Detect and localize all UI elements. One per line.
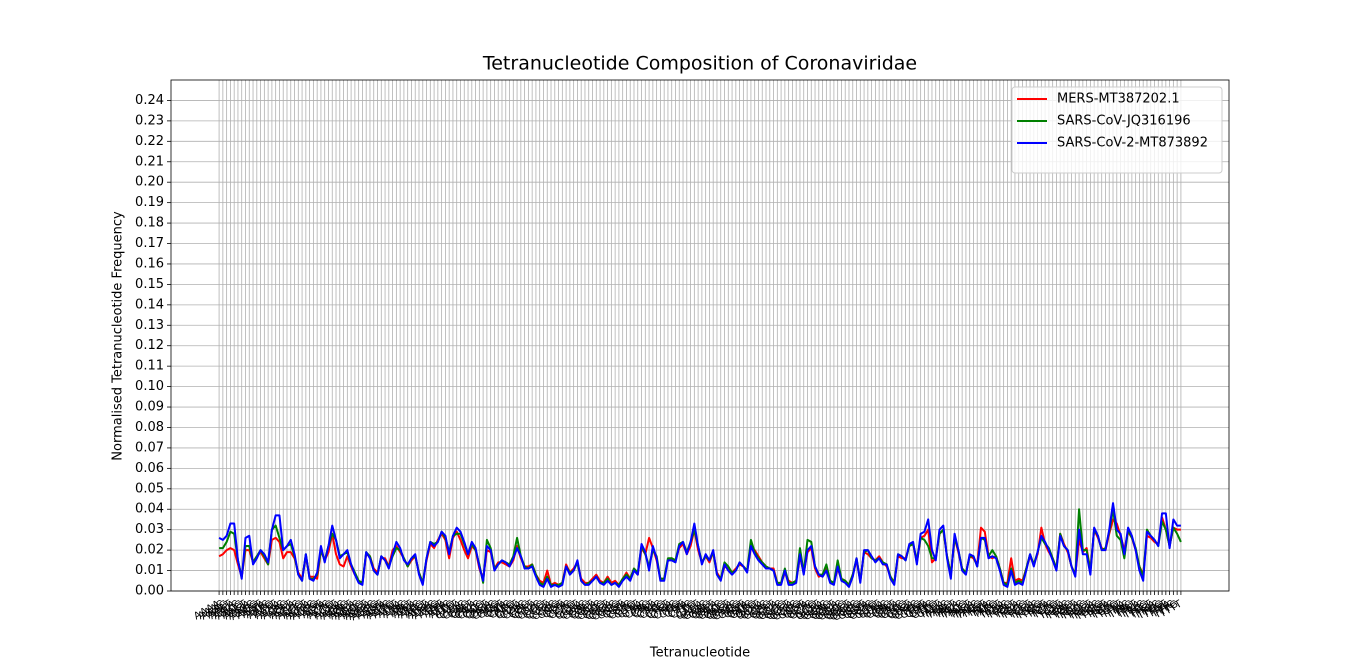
y-tick-label: 0.01: [135, 563, 164, 578]
y-tick-label: 0.11: [135, 359, 164, 374]
legend-label: SARS-CoV-JQ316196: [1057, 114, 1191, 129]
legend-box: [1011, 86, 1223, 174]
y-tick-label: 0.16: [135, 256, 164, 271]
y-tick-label: 0.21: [135, 154, 164, 169]
y-tick-label: 0.24: [135, 93, 164, 108]
legend-label: SARS-CoV-2-MT873892: [1057, 136, 1208, 151]
y-tick-label: 0.23: [135, 113, 164, 128]
y-tick-label: 0.19: [135, 195, 164, 210]
y-tick-label: 0.06: [135, 461, 164, 476]
y-tick-label: 0.08: [135, 420, 164, 435]
y-tick-label: 0.04: [135, 502, 164, 517]
x-axis-label: Tetranucleotide: [649, 646, 750, 661]
chart-title: Tetranucleotide Composition of Coronavir…: [482, 53, 917, 75]
y-tick-label: 0.14: [135, 297, 164, 312]
y-tick-label: 0.07: [135, 440, 164, 455]
y-tick-label: 0.09: [135, 400, 164, 415]
y-tick-label: 0.15: [135, 277, 164, 292]
y-tick-label: 0.10: [135, 379, 164, 394]
legend-label: MERS-MT387202.1: [1057, 92, 1180, 107]
y-tick-label: 0.02: [135, 543, 164, 558]
y-tick-label: 0.12: [135, 338, 164, 353]
y-axis-label: Normalised Tetranucleotide Frequency: [111, 211, 126, 461]
plot-frame: [170, 79, 1230, 592]
y-tick-label: 0.18: [135, 216, 164, 231]
data-line: [218, 502, 1181, 588]
y-tick-label: 0.17: [135, 236, 164, 251]
y-tick-label: 0.03: [135, 522, 164, 537]
y-tick-label: 0.22: [135, 134, 164, 149]
y-tick-label: 0.13: [135, 318, 164, 333]
y-tick-label: 0.05: [135, 481, 164, 496]
y-tick-label: 0.20: [135, 175, 164, 190]
y-tick-label: 0.00: [135, 584, 164, 599]
